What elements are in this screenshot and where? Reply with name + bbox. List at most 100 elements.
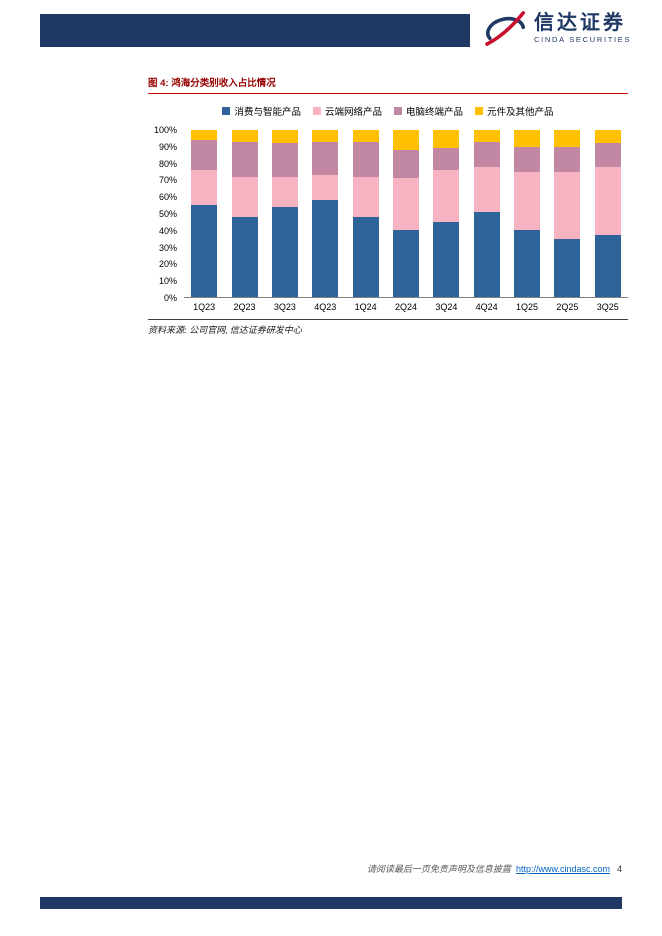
bar-segment (514, 171, 541, 231)
stacked-bar (352, 130, 379, 297)
bar-segment (312, 175, 339, 201)
logo-text: 信达证券 CINDA SECURITIES (534, 12, 632, 44)
page-footer: 请阅读最后一页免责声明及信息披露 http://www.cindasc.com 4 (367, 862, 622, 875)
stacked-bar (191, 130, 218, 297)
bar-segment (231, 176, 258, 217)
legend-item: 元件及其他产品 (475, 104, 554, 118)
x-tick-label: 4Q24 (475, 302, 498, 312)
chart-legend: 消费与智能产品 云端网络产品 电脑终端产品 元件及其他产品 (148, 104, 628, 118)
x-tick-label: 3Q23 (273, 302, 296, 312)
x-tick-label: 3Q25 (596, 302, 619, 312)
plot-column: 1Q23 2Q23 3Q23 4Q23 1Q24 2Q24 3Q24 4Q24 1Q25 2Q25… (184, 130, 628, 312)
bar-slot (588, 130, 628, 297)
stacked-bar (473, 130, 500, 297)
bar-segment (473, 130, 500, 142)
legend-swatch (394, 107, 402, 115)
bar-slot (426, 130, 466, 297)
x-axis: 1Q23 2Q23 3Q23 4Q23 1Q24 2Q24 3Q24 4Q24 1Q25 2Q25… (184, 302, 628, 312)
stacked-bar (271, 130, 298, 297)
legend-swatch (312, 107, 321, 115)
x-tick-label: 1Q23 (193, 302, 216, 312)
x-tick-label: 2Q23 (233, 302, 256, 312)
bar-segment (514, 230, 541, 297)
bar-slot (507, 130, 547, 297)
bar-segment (231, 130, 258, 142)
bar-slot (547, 130, 587, 297)
source-note: 资料来源: 公司官网, 信达证券研发中心 (148, 325, 302, 335)
x-tick-label: 1Q24 (354, 302, 377, 312)
legend-label: 电脑终端产品 (406, 107, 464, 118)
y-tick-label: 60% (158, 192, 177, 203)
bar-slot (345, 130, 385, 297)
y-tick-label: 30% (158, 242, 177, 253)
bar-slot (305, 130, 345, 297)
bar-segment (473, 166, 500, 212)
page-number: 4 (616, 864, 622, 874)
bar-segment (433, 221, 460, 297)
legend-item: 电脑终端产品 (394, 104, 463, 118)
legend-swatch (475, 107, 484, 115)
bar-segment (271, 130, 298, 144)
bar-segment (231, 216, 258, 297)
bar-segment (594, 166, 621, 236)
stacked-bar (594, 130, 621, 297)
y-tick-label: 40% (158, 225, 177, 236)
bar-segment (191, 170, 218, 206)
stacked-bar (312, 130, 339, 297)
bar-slot (184, 130, 224, 297)
bar-segment (514, 146, 541, 172)
legend-item: 云端网络产品 (312, 104, 382, 118)
company-logo: 信达证券 CINDA SECURITIES (482, 9, 631, 47)
stacked-bar (433, 130, 460, 297)
bar-segment (594, 235, 621, 297)
bar-slot (467, 130, 507, 297)
bar-segment (392, 130, 419, 151)
logo-name-en: CINDA SECURITIES (534, 34, 632, 44)
bar-segment (392, 150, 419, 179)
x-tick-label: 2Q24 (394, 302, 417, 312)
bar-segment (473, 141, 500, 167)
y-tick-label: 0% (163, 293, 177, 303)
figure-bottom-rule (148, 319, 628, 320)
bar-segment (191, 130, 218, 141)
legend-label: 元件及其他产品 (487, 107, 554, 118)
bar-segment (433, 130, 460, 149)
bar-segment (312, 141, 339, 176)
footer-link[interactable]: http://www.cindasc.com (515, 864, 610, 874)
y-tick-label: 80% (158, 158, 177, 169)
bar-segment (594, 130, 621, 144)
bar-segment (554, 130, 581, 147)
bar-segment (392, 230, 419, 297)
header-bar (40, 14, 470, 47)
bar-segment (594, 143, 621, 167)
stacked-bar-chart: 0% 10% 20% 30% 40% 50% 60% 70% 80% 90% 100% 1Q23 2Q… (148, 125, 628, 312)
legend-swatch (222, 107, 231, 115)
bar-segment (271, 176, 298, 207)
bar-segment (433, 170, 460, 222)
bar-segment (312, 200, 339, 297)
bar-segment (191, 205, 218, 297)
footer-bar (40, 897, 622, 909)
bar-slot (224, 130, 264, 297)
bar-segment (554, 171, 581, 239)
y-axis: 0% 10% 20% 30% 40% 50% 60% 70% 80% 90% 100% (148, 125, 184, 303)
bar-segment (554, 238, 581, 297)
x-tick-label: 3Q24 (435, 302, 458, 312)
y-tick-label: 90% (158, 141, 177, 152)
cinda-logo-icon (482, 9, 528, 47)
stacked-bar (554, 130, 581, 297)
x-tick-label: 1Q25 (516, 302, 539, 312)
legend-label: 消费与智能产品 (234, 107, 301, 118)
bar-slot (265, 130, 305, 297)
bar-slot (386, 130, 426, 297)
stacked-bar (514, 130, 541, 297)
x-tick-label: 2Q25 (556, 302, 579, 312)
bar-segment (312, 130, 339, 142)
y-tick-label: 10% (158, 276, 177, 287)
footer-disclaimer: 请阅读最后一页免责声明及信息披露 (366, 864, 511, 874)
bar-segment (352, 130, 379, 142)
y-tick-label: 100% (153, 125, 177, 135)
bar-segment (352, 216, 379, 297)
bar-segment (352, 176, 379, 217)
